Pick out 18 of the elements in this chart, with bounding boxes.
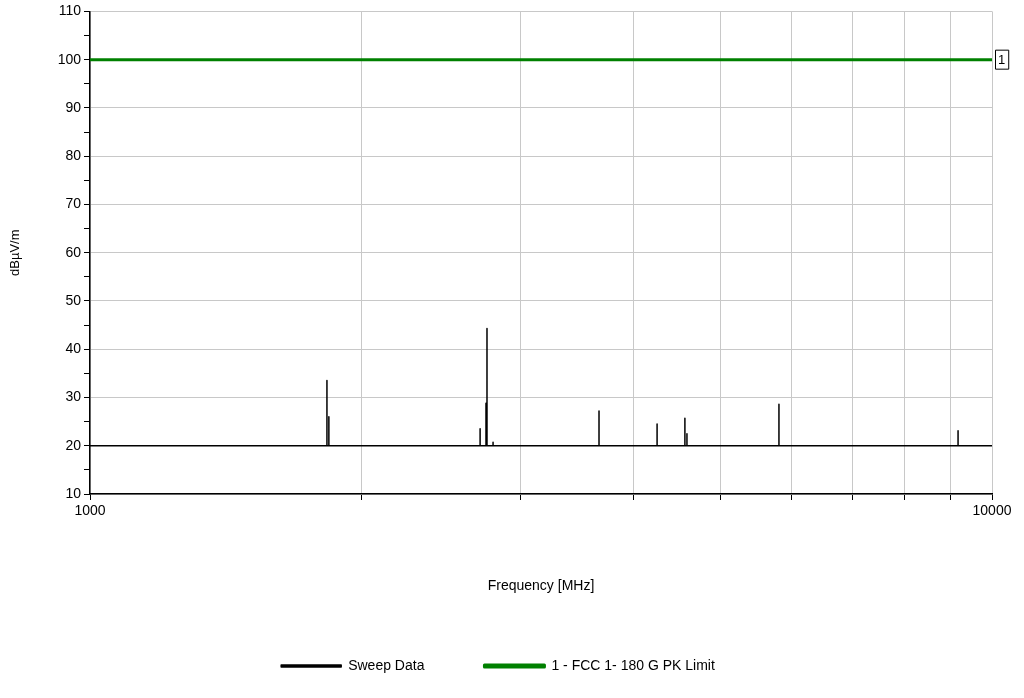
y-tick-label: 10 (65, 484, 82, 501)
y-tick-label: 100 (57, 50, 82, 67)
annotation: 1 (998, 52, 1006, 68)
y-tick-label: 70 (65, 195, 82, 212)
y-tick-label: 80 (65, 147, 82, 164)
x-axis-title: Frequency [MHz] (487, 577, 595, 594)
legend-label: Sweep Data (348, 656, 425, 673)
y-tick-label: 50 (65, 291, 82, 308)
x-tick-label: 1000 (74, 502, 106, 519)
y-tick-label: 90 (65, 98, 82, 115)
legend-label: 1 - FCC 1- 180 G PK Limit (551, 656, 715, 673)
y-tick-label: 110 (58, 2, 82, 19)
y-tick-label: 40 (65, 340, 82, 357)
y-tick-label: 60 (65, 243, 82, 260)
y-tick-label: 20 (65, 436, 82, 453)
y-tick-label: 30 (65, 388, 82, 405)
y-axis-title: dBµV/m (7, 229, 23, 276)
x-tick-label: 10000 (972, 502, 1012, 519)
